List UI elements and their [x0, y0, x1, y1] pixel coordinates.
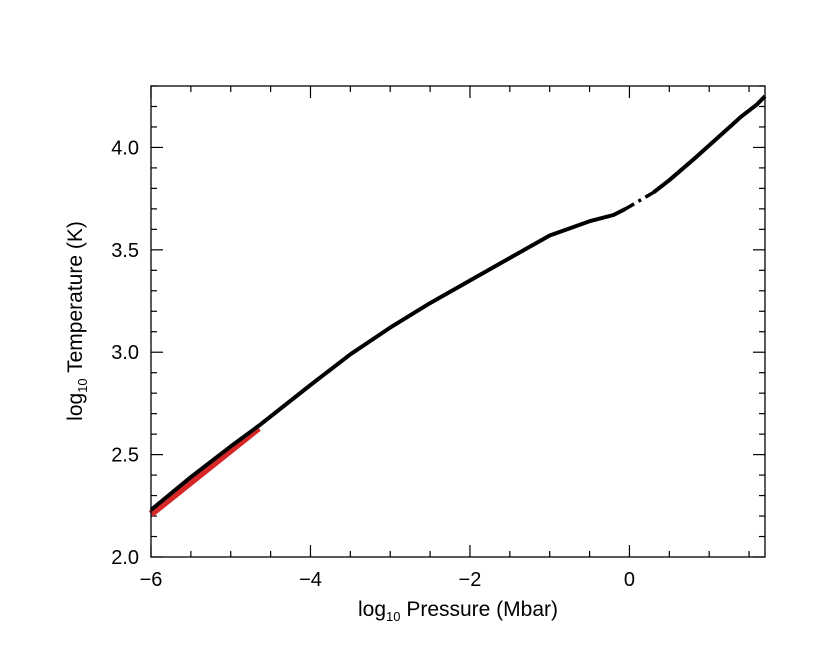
- y-tick-label: 2.0: [111, 547, 139, 569]
- x-axis-title: log10 Pressure (Mbar): [358, 598, 558, 624]
- x-axis-title-text: Pressure (Mbar): [400, 598, 558, 621]
- y-tick-label: 2.5: [111, 445, 139, 467]
- plot-frame: [150, 85, 766, 558]
- series-line-3: [624, 190, 655, 211]
- series-line-4: [652, 94, 767, 195]
- x-tick-label: −6: [140, 569, 163, 591]
- x-axis-title-subscript: 10: [386, 609, 400, 624]
- y-tick-label: 3.5: [111, 240, 139, 262]
- tick-labels: −6 −4 −2 0 2.0 2.5 3.0 3.5 4.0: [111, 137, 635, 591]
- y-tick-label: 3.0: [111, 342, 139, 364]
- x-axis-title-prefix: log: [358, 598, 386, 621]
- series-lines: [148, 94, 767, 517]
- tick-marks: [150, 85, 765, 558]
- y-axis-title: log10 Temperature (K): [64, 221, 90, 421]
- y-axis-title-text: Temperature (K): [64, 221, 87, 378]
- x-tick-label: −2: [459, 569, 482, 591]
- x-tick-label: −4: [299, 569, 322, 591]
- y-axis-title-subscript: 10: [75, 378, 90, 392]
- y-axis-title-prefix: log: [64, 393, 87, 421]
- x-tick-label: 0: [624, 569, 635, 591]
- y-tick-label: 4.0: [111, 137, 139, 159]
- series-line-1: [148, 425, 261, 517]
- series-line-2: [149, 207, 627, 512]
